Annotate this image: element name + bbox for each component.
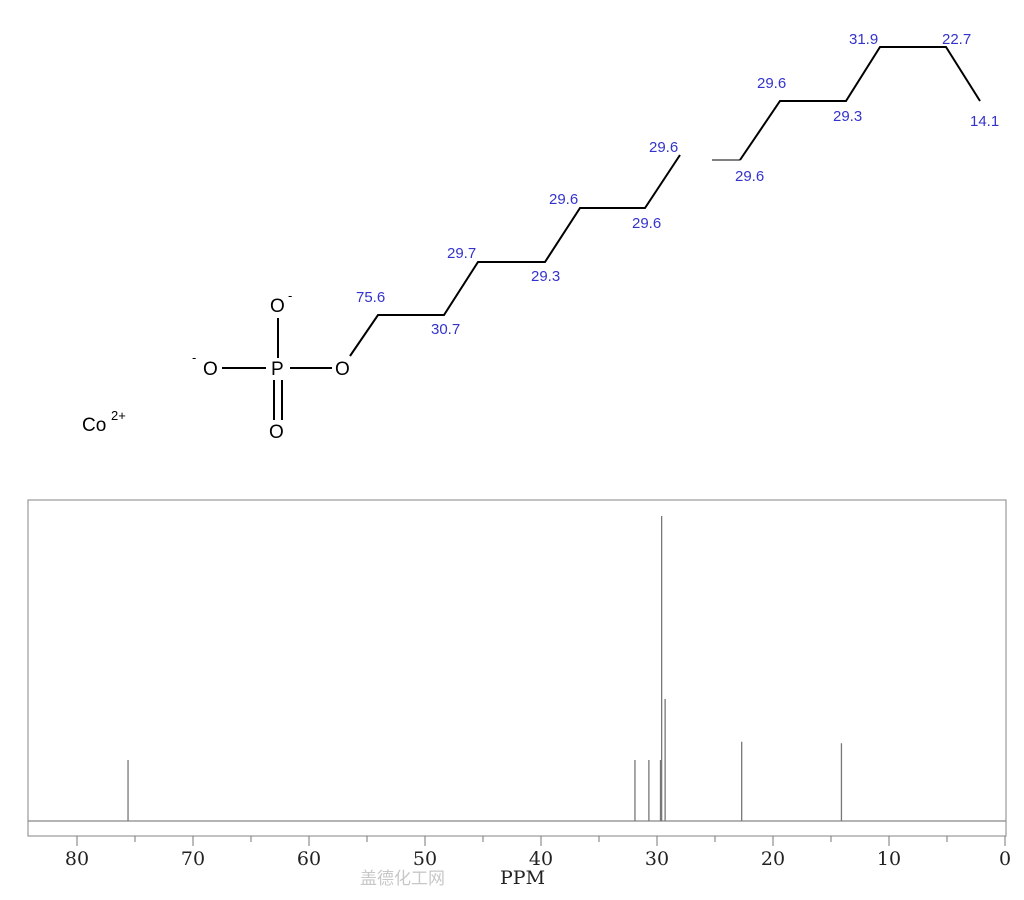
x-tick-label: 10 xyxy=(877,848,901,870)
alkyl-chain-b xyxy=(739,46,981,161)
x-tick-label: 80 xyxy=(65,848,89,870)
shift-label: 22.7 xyxy=(942,31,971,48)
atom-p: P xyxy=(271,359,284,380)
atom-o-bottom: O xyxy=(269,422,284,443)
shift-label: 30.7 xyxy=(431,321,460,338)
shift-label: 29.6 xyxy=(757,75,786,92)
shift-label: 29.7 xyxy=(447,245,476,262)
shift-labels: 75.6 30.7 29.7 29.3 29.6 29.6 29.6 29.6 … xyxy=(356,31,999,338)
watermark: 盖德化工网 xyxy=(360,869,445,888)
x-axis-tick-labels: 80 70 60 50 40 30 20 10 0 xyxy=(65,848,1011,870)
x-tick-label: 30 xyxy=(645,848,669,870)
plot-frame xyxy=(27,499,1007,837)
shift-label: 29.3 xyxy=(833,108,862,125)
alkyl-chain-a xyxy=(349,154,681,357)
x-tick-label: 40 xyxy=(529,848,553,870)
shift-label: 29.6 xyxy=(549,191,578,208)
shift-label: 29.6 xyxy=(735,168,764,185)
shift-label: 31.9 xyxy=(849,31,878,48)
x-tick-label: 0 xyxy=(999,848,1011,870)
shift-label: 14.1 xyxy=(970,113,999,130)
x-tick-label: 20 xyxy=(761,848,785,870)
shift-label: 75.6 xyxy=(356,289,385,306)
x-tick-label: 50 xyxy=(413,848,437,870)
counter-ion-charge: 2+ xyxy=(111,408,126,423)
shift-label: 29.6 xyxy=(649,139,678,156)
atom-o-left: O xyxy=(203,359,218,380)
atom-o-ester: O xyxy=(335,359,350,380)
x-axis-ticks xyxy=(76,836,1006,846)
x-axis-label: PPM xyxy=(500,867,545,889)
charge-minus-top: - xyxy=(288,288,292,303)
shift-label: 29.3 xyxy=(531,268,560,285)
atom-o-top: O xyxy=(270,296,285,317)
x-tick-label: 70 xyxy=(181,848,205,870)
shift-label: 29.6 xyxy=(632,215,661,232)
molecule-structure xyxy=(222,46,981,420)
charge-minus-left: - xyxy=(192,350,196,365)
counter-ion: Co xyxy=(82,415,106,436)
x-tick-label: 60 xyxy=(297,848,321,870)
peaks xyxy=(127,516,843,821)
